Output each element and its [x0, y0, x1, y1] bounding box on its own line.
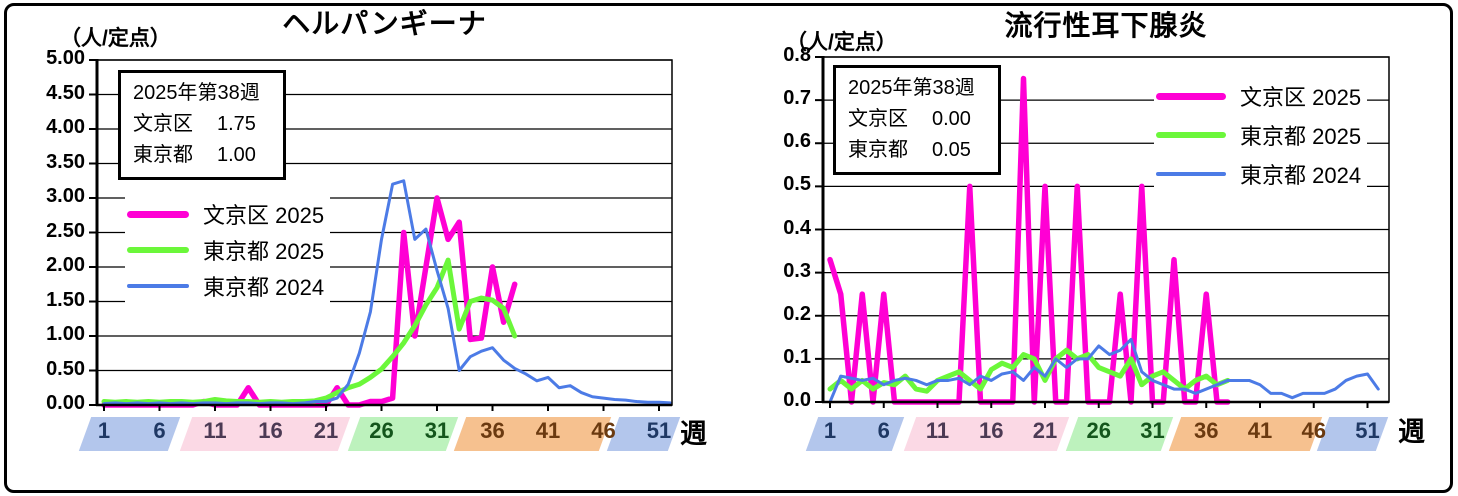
- series-line-東京都 2024: [828, 337, 1380, 404]
- x-tick-label: 31: [1140, 418, 1165, 443]
- info-box-row: 文京区 0.00: [848, 104, 986, 135]
- y-tick-label: 1.50: [46, 288, 85, 311]
- info-box-row: 東京都 0.05: [848, 135, 986, 166]
- x-tick-label: 51: [1355, 418, 1380, 443]
- x-tick-label: 31: [424, 418, 450, 443]
- info-box-row-label: 文京区: [848, 108, 908, 130]
- y-tick-label: 0.4: [783, 216, 811, 239]
- x-tick-label: 36: [1194, 418, 1219, 443]
- info-box-row-label: 東京都: [133, 144, 193, 166]
- legend-item: 東京都 2025: [1156, 119, 1361, 151]
- info-box-row-value: 1.00: [217, 144, 256, 166]
- chart-title: ヘルパンギーナ: [282, 8, 487, 39]
- x-tick-label: 16: [258, 418, 283, 443]
- legend-item: 東京都 2025: [127, 234, 324, 266]
- x-tick-label: 46: [1301, 418, 1326, 443]
- y-tick-label: 5.00: [46, 47, 85, 69]
- legend-label: 文京区 2025: [1240, 85, 1362, 110]
- legend-swatch-icon: [1156, 131, 1226, 139]
- legend-label: 東京都 2025: [1240, 124, 1362, 149]
- x-tick-label: 1: [97, 418, 111, 443]
- info-box-row-value: 1.75: [217, 113, 256, 135]
- info-box-heading: 2025年第38週: [848, 77, 975, 99]
- y-tick-label: 4.50: [46, 81, 85, 104]
- legend-item: 文京区 2025: [127, 198, 324, 230]
- info-box-row: 文京区 1.75: [133, 109, 271, 140]
- legend-item: 東京都 2024: [1156, 158, 1361, 190]
- x-tick-label: 41: [535, 418, 561, 443]
- legend: 文京区 2025 東京都 2025 東京都 2024: [1154, 78, 1368, 192]
- x-tick-label: 16: [979, 418, 1004, 443]
- legend-swatch-icon: [1156, 171, 1226, 177]
- x-tick-label: 11: [203, 418, 227, 443]
- x-tick-label: 26: [1086, 418, 1111, 443]
- y-tick-label: 0.2: [783, 302, 811, 325]
- y-tick-label: 0.3: [783, 259, 811, 282]
- legend-swatch-icon: [127, 246, 189, 254]
- y-tick-label: 0.0: [783, 389, 811, 411]
- info-box-row-label: 東京都: [848, 139, 908, 161]
- info-box-row-value: 0.00: [932, 108, 971, 130]
- info-box-row-value: 0.05: [932, 139, 971, 161]
- y-tick-label: 1.00: [46, 323, 85, 345]
- legend-label: 文京区 2025: [203, 203, 325, 228]
- x-tick-label: 21: [313, 418, 339, 443]
- legend-swatch-icon: [127, 210, 189, 218]
- legend-item: 文京区 2025: [1156, 80, 1361, 112]
- legend: 文京区 2025 東京都 2025 東京都 2024: [125, 196, 331, 304]
- y-tick-label: 2.50: [46, 219, 85, 242]
- y-tick-label: 3.50: [46, 150, 85, 173]
- legend-label: 東京都 2025: [203, 239, 325, 264]
- legend-swatch-icon: [127, 283, 189, 289]
- x-tick-label: 36: [480, 418, 505, 443]
- y-tick-label: 0.8: [783, 44, 811, 66]
- x-tick-label: 6: [877, 418, 890, 443]
- latest-week-info-box: 2025年第38週 文京区 0.00 東京都 0.05: [833, 65, 1001, 175]
- x-tick-label: 41: [1247, 418, 1273, 443]
- y-axis-unit-label: （人/定点）: [60, 27, 171, 50]
- x-tick-label: 46: [591, 418, 616, 443]
- x-tick-label: 51: [646, 418, 672, 443]
- legend-label: 東京都 2024: [203, 275, 325, 300]
- x-tick-label: 26: [369, 418, 394, 443]
- x-axis-week-label: 週: [1398, 417, 1425, 447]
- info-box-row: 東京都 1.00: [133, 140, 271, 171]
- series-line-東京都 2025: [827, 347, 1231, 394]
- latest-week-info-box: 2025年第38週 文京区 1.75 東京都 1.00: [118, 70, 286, 180]
- x-tick-label: 11: [925, 418, 950, 443]
- chart-title: 流行性耳下腺炎: [1004, 10, 1208, 41]
- x-tick-label: 1: [823, 418, 837, 443]
- info-box-row-label: 文京区: [133, 113, 193, 135]
- y-tick-label: 0.00: [46, 392, 85, 414]
- y-tick-label: 0.1: [783, 345, 811, 368]
- y-tick-label: 0.5: [783, 173, 811, 196]
- info-box-heading: 2025年第38週: [133, 82, 260, 104]
- y-tick-label: 0.50: [46, 357, 85, 380]
- x-tick-label: 6: [153, 418, 166, 443]
- legend-label: 東京都 2024: [1240, 163, 1362, 188]
- legend-swatch-icon: [1156, 92, 1226, 100]
- legend-item: 東京都 2024: [127, 270, 324, 302]
- x-axis-week-label: 週: [680, 419, 707, 449]
- x-tick-label: 21: [1032, 418, 1058, 443]
- y-axis-unit-label: （人/定点）: [786, 31, 897, 54]
- y-tick-label: 2.00: [46, 254, 85, 276]
- y-tick-label: 3.00: [46, 185, 85, 207]
- y-tick-label: 4.00: [46, 116, 85, 138]
- y-tick-label: 0.7: [783, 87, 811, 110]
- y-tick-label: 0.6: [783, 130, 811, 153]
